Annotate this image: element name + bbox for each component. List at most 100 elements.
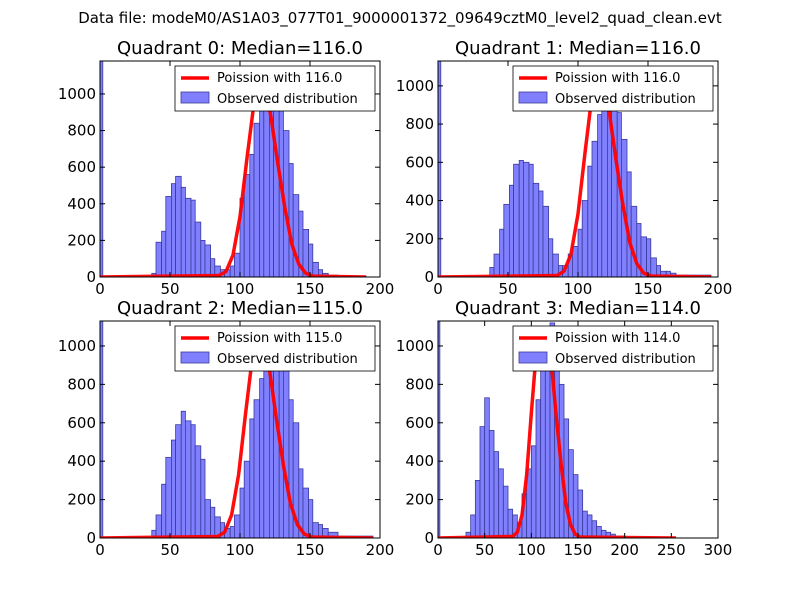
quadrant-3-ytick-label: 0: [424, 529, 434, 547]
quadrant-3-xtick-label: 150: [564, 541, 593, 559]
quadrant-1-hist-bar: [499, 228, 505, 277]
quadrant-0-hist-bar: [204, 244, 211, 277]
quadrant-1-panel: 0 50 100 150 200 0 200 400 600 800 1000 Quadrant 1:…: [396, 38, 733, 298]
quadrant-0-hist-bar: [194, 221, 202, 277]
quadrant-0-hist-bar: [175, 175, 182, 277]
quadrant-3-xtick-label: 0: [433, 541, 443, 559]
quadrant-2-title: Quadrant 2: Median=115.0: [117, 298, 363, 319]
quadrant-2-ytick-label: 400: [67, 452, 96, 470]
quadrant-1-xtick-label: 50: [498, 280, 517, 298]
quadrant-2-legend-line-label: Poission with 115.0: [217, 331, 342, 346]
quadrant-2-hist-bar: [239, 487, 245, 538]
quadrant-3-hist-bar: [582, 510, 588, 538]
quadrant-3-hist-bar: [530, 445, 537, 538]
quadrant-3-ytick-label: 1000: [396, 337, 434, 355]
quadrant-3-hist-bar: [502, 485, 509, 538]
quadrant-0-ytick-label: 0: [86, 268, 96, 286]
quadrant-1-hist-bar: [611, 85, 618, 277]
quadrant-3-hist-bar: [535, 399, 542, 538]
quadrant-1-title: Quadrant 1: Median=116.0: [455, 38, 701, 59]
quadrant-3-legend-box: [512, 325, 714, 372]
quadrant-1-hist-bar: [581, 200, 589, 277]
quadrant-0-hist-bar: [100, 61, 104, 277]
quadrant-3-xtick-label: 50: [475, 541, 494, 559]
quadrant-0-hist-bar: [308, 243, 314, 277]
quadrant-0-ytick-label: 1000: [58, 85, 96, 103]
quadrant-2-hist-bar: [243, 460, 251, 538]
quadrant-1-hist-bar: [493, 253, 500, 277]
figure-suptitle: Data file: modeM0/AS1A03_077T01_90000013…: [78, 9, 722, 28]
quadrant-2-hist-bar: [100, 321, 104, 538]
quadrant-2-legend: Poission with 115.0 Observed distribution: [174, 325, 376, 372]
quadrant-0-hist-bar: [249, 153, 255, 277]
quadrant-3-legend-hist-swatch: [518, 351, 548, 364]
quadrant-2-hist-bar: [175, 424, 182, 538]
quadrant-2-xtick-label: 100: [226, 541, 255, 559]
quadrant-1-ytick-label: 1000: [396, 77, 434, 95]
quadrant-2-hist-bar: [288, 399, 294, 538]
quadrant-0-panel: 0 50 100 150 200 0 200 400 600 800 1000 Quadrant 0:…: [58, 38, 395, 298]
quadrant-2-xtick-label: 150: [296, 541, 325, 559]
quadrant-1-ytick-label: 400: [405, 192, 434, 210]
quadrant-3-hist-bar: [507, 508, 514, 538]
quadrant-2-hist-bar: [327, 531, 339, 538]
quadrant-3-xtick-label: 100: [517, 541, 546, 559]
quadrant-2-hist-bar: [259, 378, 265, 538]
quadrant-0-hist-bar: [161, 230, 167, 277]
quadrant-2-xtick-label: 50: [160, 541, 179, 559]
quadrant-3-xtick-label: 200: [610, 541, 639, 559]
quadrant-2-hist-bar: [253, 399, 260, 538]
quadrant-1-hist-bar: [650, 257, 657, 277]
quadrant-2-hist-bar: [170, 439, 176, 538]
quadrant-0-hist-bar: [288, 163, 294, 277]
quadrant-3-hist-bar: [484, 397, 490, 538]
quadrant-3-hist-bar: [586, 514, 593, 538]
quadrant-1-ytick-label: 800: [405, 115, 434, 133]
quadrant-2-xtick-label: 200: [366, 541, 395, 559]
quadrant-3-xtick-label: 300: [704, 541, 733, 559]
quadrant-2-hist-bar: [180, 410, 186, 538]
quadrant-1-legend-hist-label: Observed distribution: [555, 92, 696, 107]
quadrant-3-hist-bar: [488, 430, 495, 538]
quadrant-1-hist-bar: [587, 165, 593, 277]
quadrant-0-legend-line-label: Poission with 116.0: [217, 71, 342, 86]
quadrant-3-legend-line-label: Poission with 114.0: [555, 331, 680, 346]
quadrant-2-ytick-label: 1000: [58, 337, 96, 355]
quadrant-0-title: Quadrant 0: Median=116.0: [117, 38, 363, 59]
quadrant-0-hist-bar: [200, 239, 206, 277]
quadrant-0-xtick-label: 150: [296, 280, 325, 298]
quadrant-0-ytick-label: 800: [67, 122, 96, 140]
quadrant-0-hist-bar: [155, 241, 162, 277]
quadrant-0-ytick-label: 600: [67, 158, 96, 176]
quadrant-2-hist-bar: [249, 418, 255, 538]
quadrant-1-hist-bar: [538, 190, 544, 277]
quadrant-3-legend: Poission with 114.0 Observed distribution: [512, 325, 714, 372]
quadrant-2-hist-bar: [161, 483, 167, 538]
quadrant-1-hist-bar: [503, 203, 510, 277]
quadrant-1-hist-bar: [630, 205, 638, 277]
quadrant-0-xtick-label: 100: [226, 280, 255, 298]
quadrant-2-hist-bar: [308, 499, 314, 538]
quadrant-3-hist-bar: [591, 520, 598, 538]
quadrant-2-legend-hist-label: Observed distribution: [217, 352, 358, 367]
quadrant-3-ytick-label: 800: [405, 375, 434, 393]
quadrant-2-hist-bar: [282, 370, 290, 538]
quadrant-0-hist-bar: [229, 265, 235, 277]
quadrant-1-hist-bar: [577, 228, 583, 277]
quadrant-2-hist-bar: [229, 526, 235, 538]
quadrant-1-hist-bar: [528, 163, 534, 277]
quadrant-2-legend-hist-swatch: [180, 351, 210, 364]
quadrant-3-hist-bar: [540, 349, 546, 538]
quadrant-0-hist-bar: [243, 174, 251, 277]
quadrant-3-panel: 0 50 100 150 200 250 300 0 200 400 600 800 1000 Quadr…: [396, 298, 733, 559]
quadrant-1-ytick-label: 200: [405, 230, 434, 248]
quadrant-2-hist-bar: [184, 420, 192, 538]
quadrant-2-ytick-label: 600: [67, 414, 96, 432]
quadrant-1-hist-bar: [513, 163, 520, 277]
quadrant-3-hist-bar: [470, 514, 476, 538]
quadrant-0-hist-bar: [253, 122, 260, 277]
quadrant-0-ytick-label: 400: [67, 195, 96, 213]
quadrant-1-legend-box: [512, 65, 714, 112]
quadrant-0-legend-box: [174, 65, 376, 112]
quadrant-2-ytick-label: 800: [67, 375, 96, 393]
